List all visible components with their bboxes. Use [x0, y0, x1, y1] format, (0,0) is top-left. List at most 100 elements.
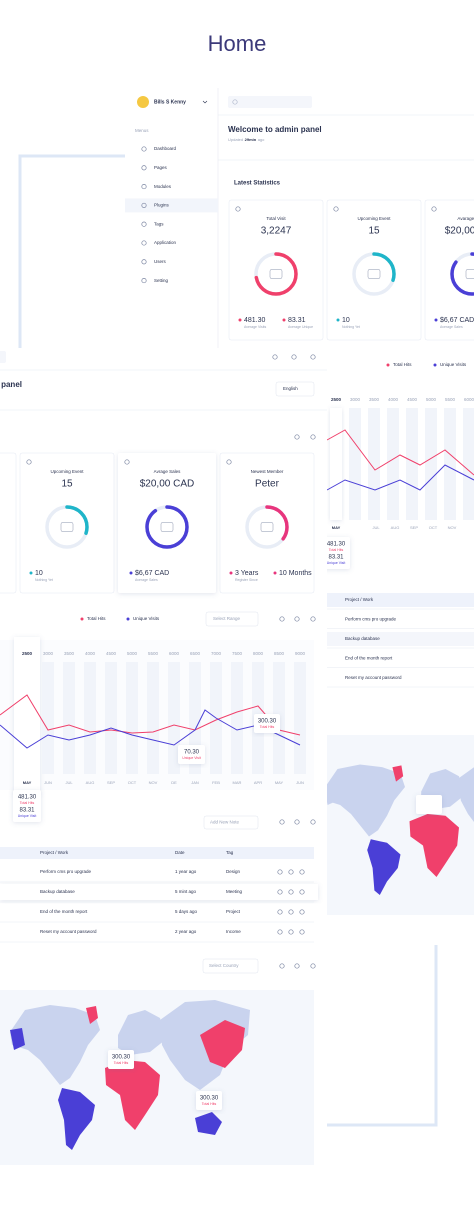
- column-label: 8500: [274, 651, 285, 656]
- column-label: 5500: [148, 651, 159, 656]
- icon: [299, 889, 305, 895]
- tooltip-value: 70.30: [184, 750, 200, 756]
- month-label: JAN: [191, 780, 199, 785]
- month-label: JUL: [65, 780, 73, 785]
- icon: [294, 963, 300, 969]
- card-title: Upcoming Event: [357, 216, 391, 221]
- menu-label: Menus: [135, 128, 149, 133]
- donut-icon: [260, 522, 274, 532]
- tooltip: [416, 795, 442, 814]
- month-label: AUG: [391, 525, 400, 530]
- stat-value: 10 Months: [279, 570, 312, 577]
- column-label: 6000: [464, 397, 474, 402]
- icon: [288, 909, 294, 915]
- table-cell: 1 year ago: [175, 869, 197, 874]
- continent: [367, 839, 401, 896]
- table-row-highlight: [0, 884, 318, 900]
- front-panel: Welcome to admin panel English Upcoming Ev…: [0, 348, 327, 1180]
- column-label: 4000: [85, 651, 96, 656]
- icon: [310, 354, 316, 360]
- continent: [195, 1112, 222, 1135]
- month-label: DE: [171, 780, 177, 785]
- donut-icon: [160, 522, 174, 532]
- column-band: [168, 662, 180, 774]
- continent: [118, 1010, 165, 1055]
- month-label: MAR: [233, 780, 242, 785]
- tooltip-label: Total Hits: [202, 1102, 217, 1106]
- avatar: [137, 96, 149, 108]
- legend-dot: [386, 363, 390, 367]
- tooltip-value: 481.30: [327, 542, 346, 548]
- month-label: MAY: [275, 780, 284, 785]
- column-highlight: [14, 637, 40, 795]
- table-row: [327, 593, 474, 607]
- column-band: [368, 408, 380, 520]
- tooltip: [178, 745, 205, 764]
- column-label: 5000: [426, 397, 437, 402]
- trend-line: [326, 429, 474, 476]
- column-band: [425, 408, 437, 520]
- column-label: 4500: [106, 651, 117, 656]
- legend-dot: [80, 617, 84, 621]
- column-band: [406, 408, 418, 520]
- column-band: [147, 662, 159, 774]
- range-select: [205, 611, 259, 627]
- table-header-cell: Tag: [226, 850, 234, 855]
- stat-value: 10: [35, 570, 43, 577]
- stat-label: Average Sales: [440, 325, 463, 329]
- month-label: SEP: [410, 525, 418, 530]
- icon: [277, 869, 283, 875]
- icon: [299, 909, 305, 915]
- card-value: $20,00 CAD: [445, 226, 474, 237]
- continent: [324, 785, 338, 806]
- icon: [294, 616, 300, 622]
- search-box: [228, 96, 312, 108]
- table-cell: Perform cms pro upgrade: [40, 869, 92, 874]
- table-row: [327, 632, 474, 646]
- month-label: AUG: [86, 780, 95, 785]
- trend-line: [0, 709, 301, 749]
- legend-dot: [433, 363, 437, 367]
- updated-time: 29min: [245, 137, 257, 142]
- donut-arc: [254, 252, 298, 296]
- table-cell: Backup database: [345, 636, 380, 641]
- page-title: Home: [208, 31, 267, 56]
- chevron: [202, 100, 208, 104]
- column-band: [84, 662, 96, 774]
- stat-label: Average Sales: [135, 578, 158, 582]
- menu-item: Setting: [154, 278, 169, 283]
- stat-dot: [129, 571, 133, 575]
- donut-icon: [465, 269, 474, 279]
- column-band: [63, 662, 75, 774]
- icon: [141, 165, 147, 171]
- card-title: Avrage Sales: [154, 469, 181, 474]
- column-label: 7500: [232, 651, 243, 656]
- stat-card: [424, 199, 474, 341]
- column-label: 8000: [253, 651, 264, 656]
- column-label: 2500: [22, 651, 33, 656]
- menu-item: Plugins: [154, 203, 170, 208]
- icon: [288, 869, 294, 875]
- welcome-title: Welcome to admin panel: [228, 125, 322, 134]
- icon: [291, 354, 297, 360]
- continent: [105, 1060, 160, 1130]
- table-cell: Reset my account password: [40, 929, 97, 934]
- icon: [310, 963, 316, 969]
- deco-frame: [327, 945, 438, 1127]
- stat-dot: [273, 571, 277, 575]
- column-band: [330, 408, 342, 520]
- card-title: Total Visit: [266, 216, 286, 221]
- column-label: 3000: [43, 651, 54, 656]
- stat-value: 3 Years: [235, 570, 259, 577]
- continent: [10, 1028, 25, 1050]
- icon: [279, 963, 285, 969]
- month-label: SEP: [107, 780, 115, 785]
- continent: [324, 764, 405, 837]
- donut-arc: [45, 505, 89, 549]
- legend-item: Total Hits: [393, 362, 412, 367]
- table-header-cell: Date: [175, 850, 185, 855]
- trend-line: [0, 694, 301, 736]
- table-cell: 5 mint ago: [175, 889, 197, 894]
- trend-line: [326, 464, 474, 491]
- tooltip-label: Unique Visit: [327, 561, 346, 565]
